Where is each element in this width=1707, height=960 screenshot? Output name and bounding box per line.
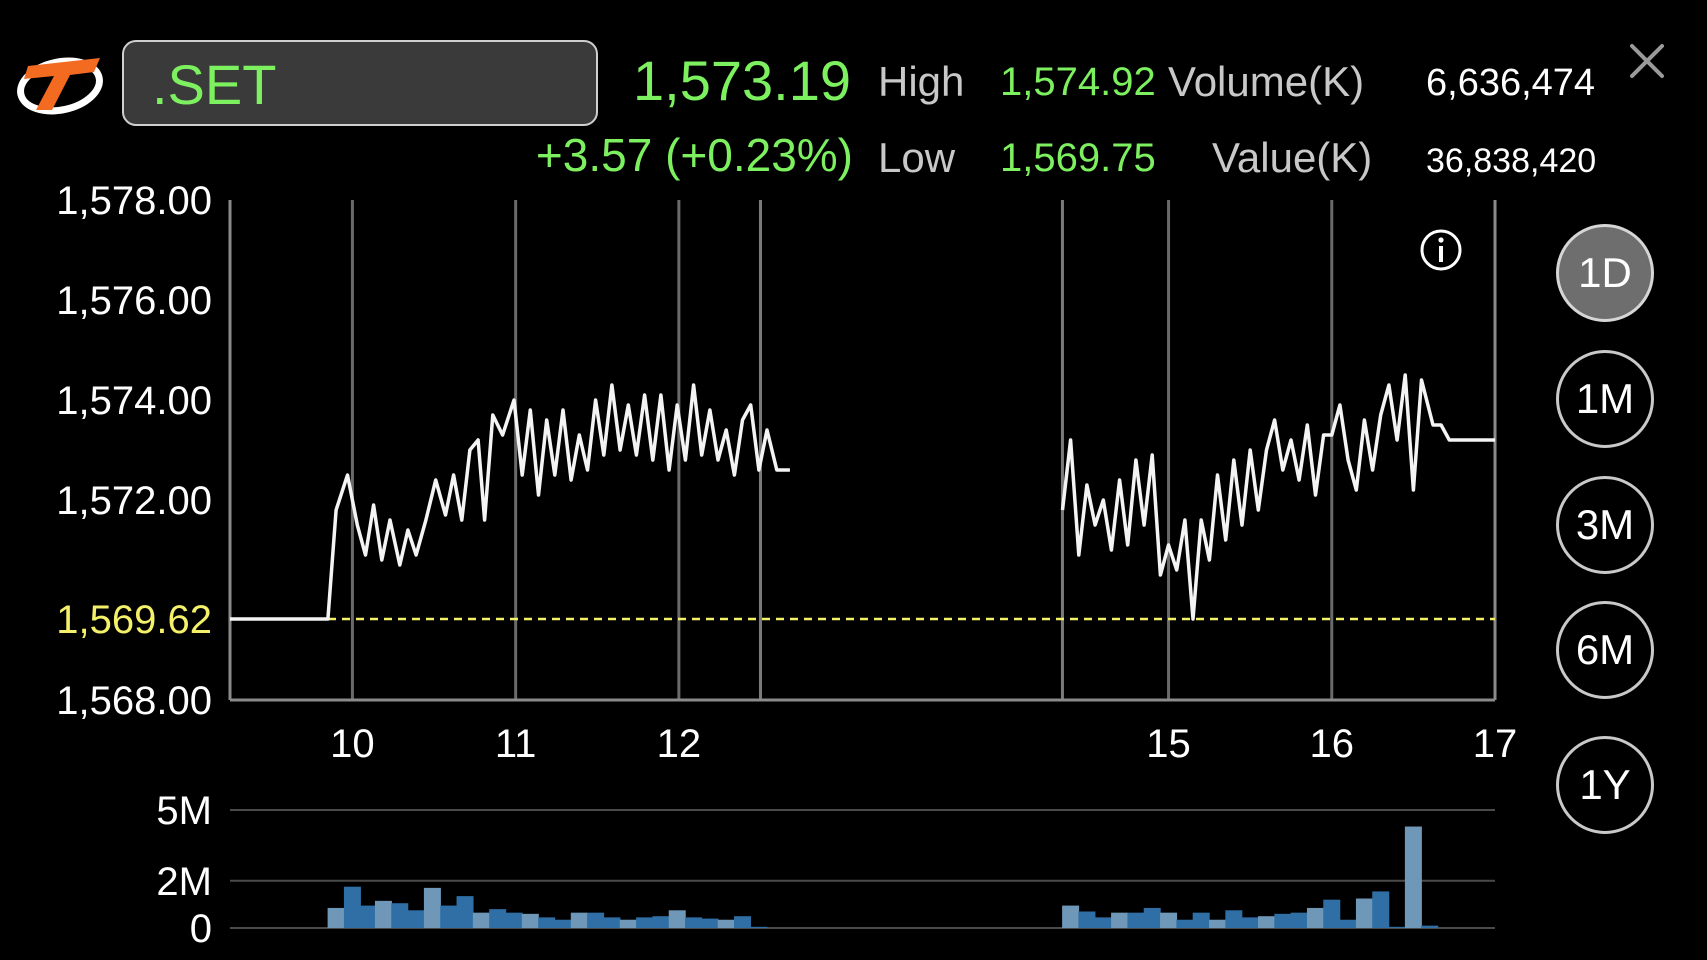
volume-bar — [1078, 911, 1096, 928]
volume-bar — [1274, 913, 1292, 928]
value-label: Value(K) — [1212, 134, 1373, 181]
volume-bar — [1143, 907, 1161, 928]
volume-bar — [1339, 919, 1357, 928]
volume-bar — [750, 926, 768, 928]
volume-bar — [1323, 899, 1341, 928]
volume-bar — [1127, 912, 1145, 928]
volume-bar — [1111, 912, 1129, 928]
volume-bar — [358, 905, 376, 928]
volume-label: Volume(K) — [1168, 58, 1365, 105]
symbol-text: .SET — [152, 53, 277, 116]
volume-bar — [619, 919, 637, 928]
info-icon-dot — [1438, 237, 1444, 243]
y-tick-label: 1,572.00 — [56, 479, 212, 523]
volume-bar — [554, 919, 572, 928]
volume-bar — [374, 900, 392, 928]
volume-bar — [1306, 907, 1324, 928]
price-series-line — [1060, 373, 1495, 621]
y-tick-label: 1,578.00 — [56, 179, 212, 223]
volume-bar — [407, 910, 425, 928]
volume-bar — [1421, 925, 1439, 928]
x-tick-label: 10 — [330, 722, 375, 766]
volume-bar — [603, 917, 621, 928]
period-button-3m[interactable]: 3M — [1556, 476, 1654, 574]
period-button-1y[interactable]: 1Y — [1556, 736, 1654, 834]
close-icon[interactable] — [1628, 42, 1666, 80]
period-button-1d[interactable]: 1D — [1556, 224, 1654, 322]
price-change: +3.57 (+0.23%) — [535, 129, 853, 181]
volume-bar — [1355, 898, 1373, 928]
volume-bar — [343, 886, 361, 928]
x-tick-label: 16 — [1310, 722, 1355, 766]
volume-bar — [1257, 916, 1275, 928]
volume-bar — [1094, 917, 1112, 928]
volume-bar — [717, 919, 735, 928]
low-value: 1,569.75 — [1000, 136, 1156, 180]
volume-bar — [1404, 826, 1422, 928]
high-value: 1,574.92 — [1000, 60, 1156, 104]
volume-bar — [587, 912, 605, 928]
volume-bar — [391, 903, 409, 928]
high-label: High — [878, 58, 965, 105]
volume-bar — [521, 913, 539, 928]
volume-bar — [1372, 891, 1390, 928]
value-value: 36,838,420 — [1426, 142, 1597, 180]
y-tick-label: 1,574.00 — [56, 379, 212, 423]
low-label: Low — [878, 134, 956, 181]
volume-bar — [570, 912, 588, 928]
volume-bar — [668, 910, 686, 928]
volume-bar — [1290, 912, 1308, 928]
volume-y-tick-label: 0 — [190, 907, 212, 951]
volume-value: 6,636,474 — [1426, 62, 1596, 104]
volume-bar — [701, 918, 719, 928]
y-tick-label: 1,576.00 — [56, 279, 212, 323]
volume-bar — [1160, 912, 1178, 928]
volume-bar — [1241, 917, 1259, 928]
volume-bar — [456, 896, 474, 928]
volume-bar — [1062, 905, 1080, 928]
volume-bar — [1209, 919, 1227, 928]
reference-label: 1,569.62 — [56, 598, 212, 642]
volume-bar — [1388, 926, 1406, 928]
period-button-6m[interactable]: 6M — [1556, 601, 1654, 699]
last-price: 1,573.19 — [633, 49, 851, 112]
volume-bar — [652, 916, 670, 928]
brand-logo-icon — [17, 57, 103, 115]
x-tick-label: 12 — [657, 722, 702, 766]
volume-bar — [423, 887, 441, 928]
volume-y-tick-label: 2M — [156, 860, 212, 904]
volume-bar — [1192, 912, 1210, 928]
volume-bar — [505, 912, 523, 928]
x-tick-label: 11 — [495, 722, 537, 766]
period-button-1m[interactable]: 1M — [1556, 350, 1654, 448]
volume-y-tick-label: 5M — [156, 789, 212, 833]
x-tick-label: 17 — [1473, 722, 1518, 766]
volume-bar — [1176, 919, 1194, 928]
info-icon — [1420, 229, 1462, 271]
volume-bar — [327, 907, 345, 928]
y-tick-label: 1,568.00 — [56, 679, 212, 723]
x-tick-label: 15 — [1146, 722, 1191, 766]
volume-bar — [440, 905, 458, 928]
volume-bar — [472, 912, 490, 928]
symbol-search-input[interactable]: .SET — [122, 40, 598, 126]
volume-bar — [1225, 910, 1243, 928]
volume-bar — [636, 917, 654, 928]
volume-bar — [685, 917, 703, 928]
price-series-line — [230, 383, 790, 621]
volume-bar — [734, 916, 752, 928]
volume-bar — [489, 909, 507, 928]
volume-bar — [538, 917, 556, 928]
